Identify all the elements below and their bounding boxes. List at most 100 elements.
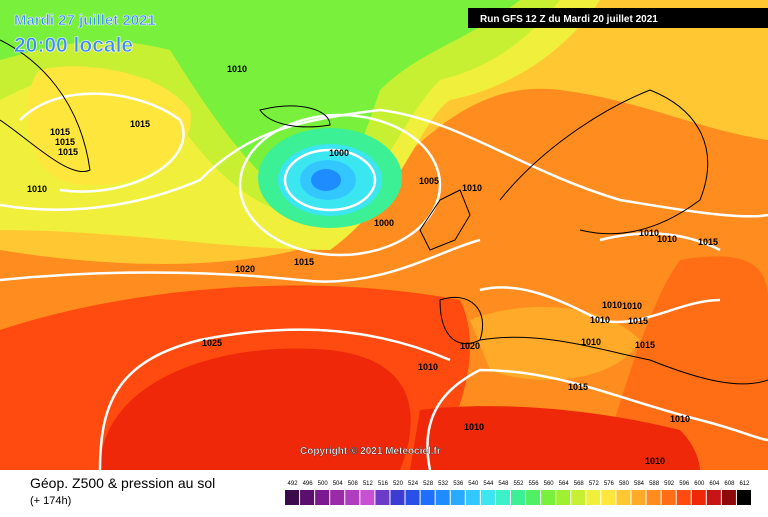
isobar-label: 1020 xyxy=(235,264,255,274)
isobar-label: 1010 xyxy=(418,362,438,372)
scale-swatch xyxy=(616,490,631,505)
isobar-label: 1015 xyxy=(55,137,75,147)
isobars xyxy=(0,92,768,471)
isobar-label: 1015 xyxy=(635,340,655,350)
scale-swatch xyxy=(480,490,495,505)
scale-label: 500 xyxy=(318,481,329,487)
color-scale: 492 496 500 504 508 512 516 520 524 528 532 536 540 5… xyxy=(285,481,751,505)
scale-label: 512 xyxy=(363,481,374,487)
scale-label: 556 xyxy=(529,481,540,487)
scale-swatch xyxy=(360,490,375,505)
scale-label: 560 xyxy=(544,481,555,487)
scale-label: 540 xyxy=(468,481,479,487)
isobar-label: 1010 xyxy=(645,456,665,466)
scale-swatch xyxy=(556,490,571,505)
isobar-label: 1025 xyxy=(202,338,222,348)
scale-label: 612 xyxy=(739,481,750,487)
copyright: Copyright © 2021 Meteociel.fr xyxy=(300,446,441,457)
isobar-label: 1005 xyxy=(419,176,439,186)
isobar-label: 1010 xyxy=(657,234,677,244)
scale-label: 576 xyxy=(604,481,615,487)
scale-swatch xyxy=(721,490,736,505)
legend-title: Géop. Z500 & pression au sol xyxy=(30,475,215,491)
scale-swatch xyxy=(510,490,526,505)
scale-label: 544 xyxy=(483,481,494,487)
scale-label: 496 xyxy=(303,481,314,487)
field xyxy=(470,306,640,380)
coastlines xyxy=(0,39,768,385)
scale-swatch xyxy=(330,490,345,505)
isobar-label: 1010 xyxy=(622,301,642,311)
scale-swatch xyxy=(706,490,721,505)
date: Mardi 27 juillet 2021 xyxy=(14,12,156,29)
scale-swatch xyxy=(495,490,510,505)
scale-label: 572 xyxy=(589,481,600,487)
scale-swatch xyxy=(375,490,390,505)
scale-label: 584 xyxy=(634,481,645,487)
field xyxy=(0,0,520,210)
isobar-label: 1010 xyxy=(27,184,47,194)
scale-label: 524 xyxy=(408,481,419,487)
scale-label: 604 xyxy=(709,481,720,487)
scale-label: 492 xyxy=(288,481,299,487)
isobar-label: 1010 xyxy=(670,414,690,424)
scale-label: 552 xyxy=(513,481,524,487)
isobar-label: 1010 xyxy=(590,315,610,325)
field xyxy=(410,406,700,470)
field xyxy=(100,348,411,470)
isobar-label: 1015 xyxy=(698,237,718,247)
scale-label: 592 xyxy=(664,481,675,487)
scale-label: 564 xyxy=(559,481,570,487)
scale-swatch xyxy=(345,490,360,505)
isobar-label: 1010 xyxy=(227,64,247,74)
scale-label: 532 xyxy=(438,481,449,487)
field xyxy=(311,169,341,191)
scale-swatch xyxy=(526,490,541,505)
isobar-label: 1010 xyxy=(464,422,484,432)
scale-label: 588 xyxy=(649,481,660,487)
scale-label: 580 xyxy=(619,481,630,487)
scale-swatch xyxy=(390,490,405,505)
scale-label: 548 xyxy=(498,481,509,487)
scale-swatch xyxy=(586,490,601,505)
scale-label: 516 xyxy=(378,481,389,487)
isobar-label: 1015 xyxy=(130,119,150,129)
scale-swatch xyxy=(571,490,586,505)
legend-lead: (+ 174h) xyxy=(30,495,71,507)
scale-label: 608 xyxy=(724,481,735,487)
isobar-label: 1015 xyxy=(568,382,588,392)
scale-label: 600 xyxy=(694,481,705,487)
scale-label: 536 xyxy=(453,481,464,487)
scale-swatch xyxy=(450,490,465,505)
scale-label: 528 xyxy=(423,481,434,487)
isobar-label: 1015 xyxy=(50,127,70,137)
run-info: Run GFS 12 Z du Mardi 20 juillet 2021 xyxy=(480,14,658,25)
scale-swatch xyxy=(601,490,616,505)
scale-label: 520 xyxy=(393,481,404,487)
isobar-label: 1000 xyxy=(374,218,394,228)
scale-swatch xyxy=(465,490,480,505)
scale-swatch xyxy=(435,490,450,505)
isobar-label: 1000 xyxy=(329,148,349,158)
scale-swatch xyxy=(631,490,646,505)
scale-swatch xyxy=(736,490,751,505)
scale-label: 508 xyxy=(348,481,359,487)
isobar-label: 1010 xyxy=(462,183,482,193)
run-banner xyxy=(468,8,768,28)
scale-swatch xyxy=(676,490,691,505)
isobar-label: 1010 xyxy=(639,228,659,238)
time: 20:00 locale xyxy=(14,34,133,57)
scale-swatch xyxy=(285,490,300,505)
scale-label: 568 xyxy=(574,481,585,487)
isobar-label: 1010 xyxy=(581,337,601,347)
scale-swatch xyxy=(661,490,676,505)
scale-swatch xyxy=(541,490,556,505)
isobar-label: 1015 xyxy=(628,316,648,326)
scale-swatch xyxy=(300,490,315,505)
scale-swatch xyxy=(405,490,420,505)
isobar-label: 1020 xyxy=(460,341,480,351)
isobar-label: 1015 xyxy=(58,147,78,157)
